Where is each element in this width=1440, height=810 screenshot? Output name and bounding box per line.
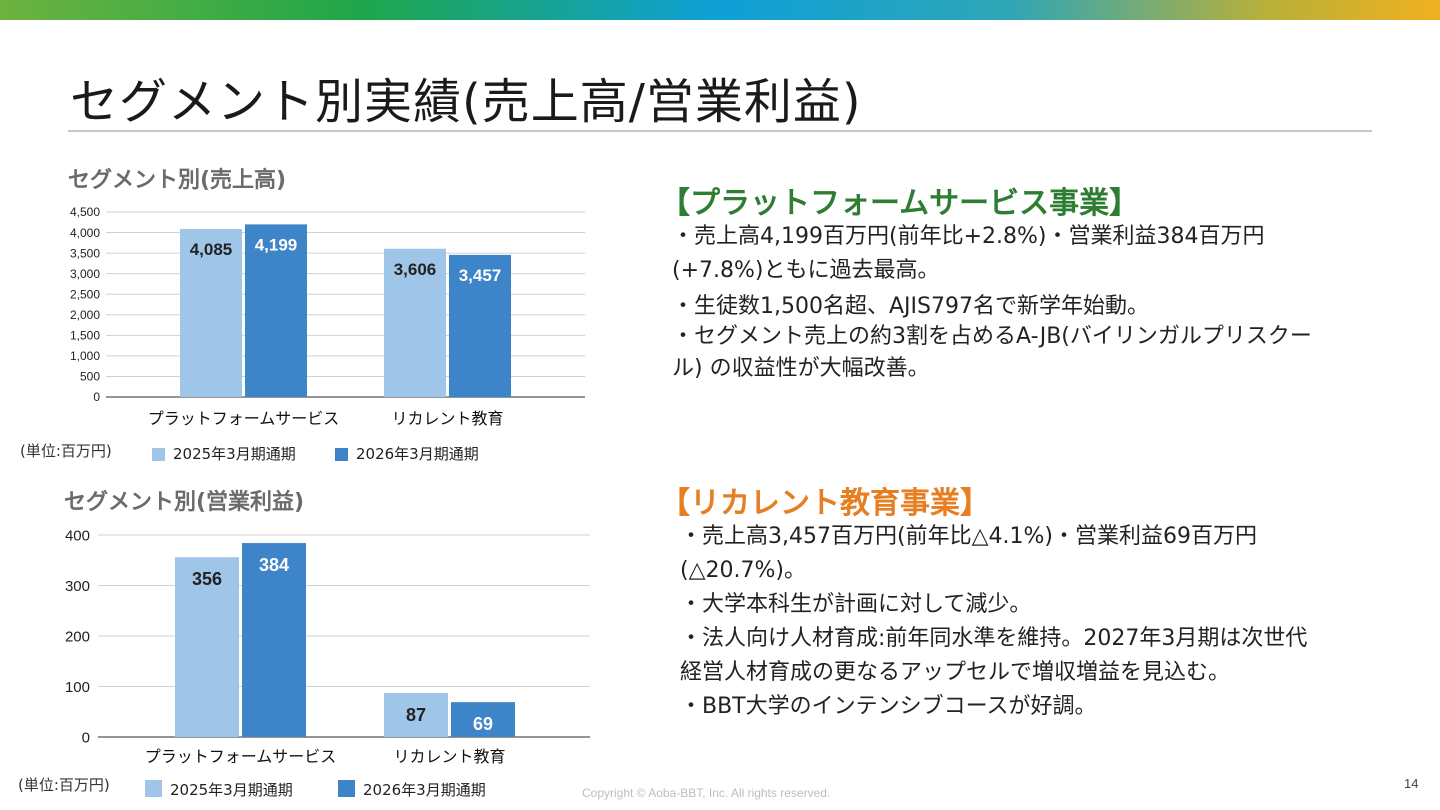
profit-bar (451, 702, 515, 737)
sales-legend-label: 2026年3月期通期 (356, 445, 479, 463)
sales-y-tick-label: 1,000 (70, 349, 100, 363)
platform-bullet: ル) の収益性が大幅改善。 (672, 356, 930, 381)
sales-category-label: リカレント教育 (391, 409, 503, 428)
profit-legend-label: 2025年3月期通期 (170, 781, 293, 799)
recurrent-bullet: ・BBT大学のインテンシブコースが好調。 (680, 694, 1097, 719)
sales-y-tick-label: 3,000 (70, 267, 100, 281)
sales-bar-label: 3,606 (394, 260, 437, 279)
profit-y-tick-label: 400 (65, 527, 90, 544)
recurrent-bullet: (△20.7%)。 (680, 558, 806, 583)
platform-bullet: ・売上高4,199百万円(前年比+2.8%)・営業利益384百万円 (672, 224, 1265, 249)
sales-bar (245, 224, 307, 397)
recurrent-bullet: ・法人向け人材育成:前年同水準を維持。2027年3月期は次世代 (680, 626, 1308, 651)
profit-category-label: プラットフォームサービス (145, 747, 337, 766)
sales-y-tick-label: 3,500 (70, 246, 100, 260)
profit-y-tick-label: 0 (82, 729, 90, 746)
recurrent-bullet: 経営人材育成の更なるアップセルで増収増益を見込む。 (680, 660, 1231, 685)
platform-heading: 【プラットフォームサービス事業】 (660, 186, 1140, 221)
title-divider (68, 130, 1372, 132)
platform-bullets: ・売上高4,199百万円(前年比+2.8%)・営業利益384百万円 (+7.8%… (672, 220, 1312, 386)
profit-bar (384, 693, 448, 737)
recurrent-bullets: ・売上高3,457百万円(前年比△4.1%)・営業利益69百万円 (△20.7%… (680, 520, 1307, 724)
sales-y-tick-label: 4,000 (70, 226, 100, 240)
profit-bar-label: 69 (473, 714, 493, 734)
sales-bar (384, 248, 446, 397)
profit-bar-label: 384 (259, 555, 289, 575)
sales-unit-note: (単位:百万円) (20, 442, 112, 460)
recurrent-heading: 【リカレント教育事業】 (660, 486, 990, 521)
page-title: セグメント別実績(売上高/営業利益) (70, 74, 862, 130)
platform-bullet: (+7.8%)ともに過去最高。 (672, 258, 940, 283)
sales-legend-swatch (152, 448, 165, 461)
sales-y-tick-label: 2,500 (70, 287, 100, 301)
platform-bullet: ・生徒数1,500名超、AJIS797名で新学年始動。 (672, 294, 1149, 319)
profit-bar (175, 557, 239, 737)
profit-bar-label: 356 (192, 569, 222, 589)
sales-bar-label: 4,199 (255, 235, 298, 254)
sales-y-tick-label: 0 (93, 390, 100, 404)
profit-legend-label: 2026年3月期通期 (363, 781, 486, 799)
sales-bar-label: 4,085 (190, 240, 233, 259)
sales-chart-title: セグメント別(売上高) (68, 168, 287, 193)
profit-unit-note: (単位:百万円) (18, 776, 110, 794)
profit-y-tick-label: 300 (65, 578, 90, 595)
page-number: 14 (1404, 776, 1419, 791)
recurrent-bullet: ・大学本科生が計画に対して減少。 (680, 592, 1032, 617)
profit-chart-title: セグメント別(営業利益) (64, 490, 305, 515)
sales-y-tick-label: 500 (80, 370, 100, 384)
sales-bar-label: 3,457 (459, 266, 502, 285)
sales-bar (180, 229, 242, 397)
sales-y-tick-label: 4,500 (70, 205, 100, 219)
profit-y-tick-label: 200 (65, 628, 90, 645)
profit-legend-swatch (338, 780, 355, 797)
profit-legend-swatch (145, 780, 162, 797)
sales-y-tick-label: 2,000 (70, 308, 100, 322)
top-gradient-bar (0, 0, 1440, 20)
sales-legend-label: 2025年3月期通期 (173, 445, 296, 463)
sales-legend-swatch (335, 448, 348, 461)
platform-bullet: ・セグメント売上の約3割を占めるA-JB(バイリンガルプリスクー (672, 324, 1312, 349)
profit-bar (242, 543, 306, 737)
profit-category-label: リカレント教育 (393, 747, 505, 766)
profit-bar-label: 87 (406, 705, 426, 725)
recurrent-bullet: ・売上高3,457百万円(前年比△4.1%)・営業利益69百万円 (680, 524, 1257, 549)
sales-bar (449, 254, 511, 397)
profit-y-tick-label: 100 (65, 679, 90, 696)
copyright-footer: Copyright © Aoba-BBT, Inc. All rights re… (582, 786, 831, 800)
sales-category-label: プラットフォームサービス (148, 409, 340, 428)
sales-y-tick-label: 1,500 (70, 329, 100, 343)
